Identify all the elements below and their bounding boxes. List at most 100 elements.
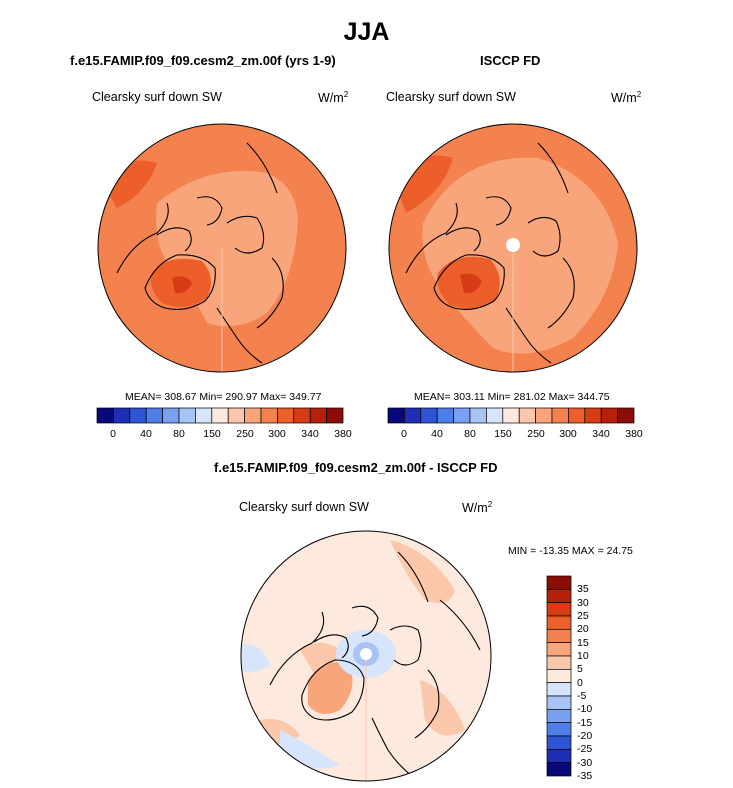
colorbar-swatch [113,407,131,424]
panel-2-stats: MEAN= 303.11 Min= 281.02 Max= 344.75 [414,391,610,403]
colorbar-swatch [293,407,311,424]
panel-3-lower-negative [241,644,340,769]
colorbar-swatch [502,407,520,424]
panel-2-cb-tick: 300 [559,428,577,440]
panel-1-colorbar-tick-labels: 0 40 80 150 250 300 340 380 [97,428,352,442]
panel-3-cb-tick: -20 [577,730,593,742]
colorbar-swatch [546,682,572,697]
panel-3-stats: MIN = -13.35 MAX = 24.75 [508,545,633,557]
colorbar-swatch [486,407,504,424]
panel-2-map [388,123,638,373]
panel-1-greenland-peak-shading [172,276,192,294]
colorbar-swatch [546,748,572,764]
colorbar-swatch [546,735,572,750]
colorbar-swatch [546,668,572,684]
panel-1-cb-tick: 380 [334,428,352,440]
colorbar-swatch [260,407,278,424]
panel-3-cb-tick: 5 [577,663,583,676]
panel-1-field-label: Clearsky surf down SW [92,90,222,104]
colorbar-swatch [469,407,487,424]
colorbar-swatch [244,407,262,424]
panel-3-cb-tick: 10 [577,650,589,662]
colorbar-swatch [420,407,438,424]
panel-1-units: W/m2 [318,90,349,106]
panel-1-colorbar [96,407,344,424]
colorbar-swatch [546,695,572,710]
panel-3-colorbar [546,575,572,777]
colorbar-swatch [96,407,114,424]
panel-2-title: ISCCP FD [480,53,541,68]
colorbar-swatch [546,762,572,777]
panel-3-cb-tick: 20 [577,623,589,636]
panel-3-map [240,530,492,782]
panel-2-cb-tick: 250 [527,428,545,440]
colorbar-swatch [546,588,572,604]
panel-1-cb-tick: 80 [173,428,185,440]
panel-3-coastlines [269,551,481,777]
panel-2-units: W/m2 [611,90,642,106]
panel-2-cb-tick: 380 [625,428,643,440]
panel-3-title: f.e15.FAMIP.f09_f09.cesm2_zm.00f - ISCCP… [214,460,498,475]
panel-1-cb-tick: 340 [301,428,319,440]
panel-2-colorbar [387,407,635,424]
colorbar-swatch [404,407,422,424]
colorbar-swatch [617,407,635,424]
panel-2-cb-tick: 150 [494,428,512,440]
panel-1-map [97,123,347,373]
colorbar-swatch [195,407,213,424]
colorbar-swatch [211,407,229,424]
panel-1-cb-tick: 0 [110,428,116,440]
panel-2-colorbar-tick-labels: 0 40 80 150 250 300 340 380 [388,428,643,442]
panel-2-greenland-peak-shading [460,273,482,294]
colorbar-swatch [326,407,344,424]
colorbar-swatch [145,407,163,424]
colorbar-swatch [535,407,553,424]
panel-2-cb-tick: 80 [464,428,476,440]
colorbar-swatch [178,407,196,424]
colorbar-swatch [546,642,572,657]
panel-1-map-border [97,123,347,373]
colorbar-swatch [546,655,572,670]
panel-3-cb-tick: 30 [577,596,589,609]
panel-3-greenland-positive [308,662,353,714]
panel-2-cb-tick: 0 [401,428,407,440]
figure-title: JJA [343,18,390,46]
panel-2-pole-hole [506,238,520,252]
colorbar-swatch [546,615,572,630]
panel-3-cb-tick: -15 [577,716,593,729]
panel-2-map-border [388,123,638,373]
panel-1-cb-tick: 300 [268,428,286,440]
colorbar-swatch [546,575,572,590]
panel-3-map-border [240,530,492,782]
panel-2-cb-tick: 340 [592,428,610,440]
colorbar-swatch [584,407,602,424]
colorbar-swatch [546,602,572,617]
panel-1-cb-tick: 250 [236,428,254,440]
panel-3-units: W/m2 [462,500,493,516]
colorbar-swatch [129,407,147,424]
colorbar-swatch [227,407,245,424]
panel-3-cb-tick: -5 [577,690,587,702]
colorbar-swatch [551,407,569,424]
panel-3-cb-tick: 35 [577,583,589,596]
colorbar-swatch [387,407,405,424]
colorbar-swatch [309,407,327,424]
panel-3-cb-tick: 0 [577,676,583,689]
panel-3-cb-tick: -30 [577,756,593,769]
colorbar-swatch [518,407,536,424]
panel-2-cb-tick: 40 [431,428,443,440]
panel-2-field-label: Clearsky surf down SW [386,90,516,104]
panel-3-positive-patches [260,540,465,744]
colorbar-swatch [162,407,180,424]
colorbar-swatch [568,407,586,424]
panel-3-pole-hole [360,648,372,660]
panel-3-cb-tick: 15 [577,636,589,649]
panel-1-stats: MEAN= 308.67 Min= 290.97 Max= 349.77 [125,391,322,403]
panel-3-cb-tick: -35 [577,770,593,782]
colorbar-swatch [546,708,572,724]
colorbar-swatch [546,722,572,737]
panel-1-cb-tick: 40 [140,428,152,440]
panel-3-cb-tick: 25 [577,610,589,622]
panel-1-cb-tick: 150 [203,428,221,440]
panel-1-title: f.e15.FAMIP.f09_f09.cesm2_zm.00f (yrs 1-… [70,53,336,68]
